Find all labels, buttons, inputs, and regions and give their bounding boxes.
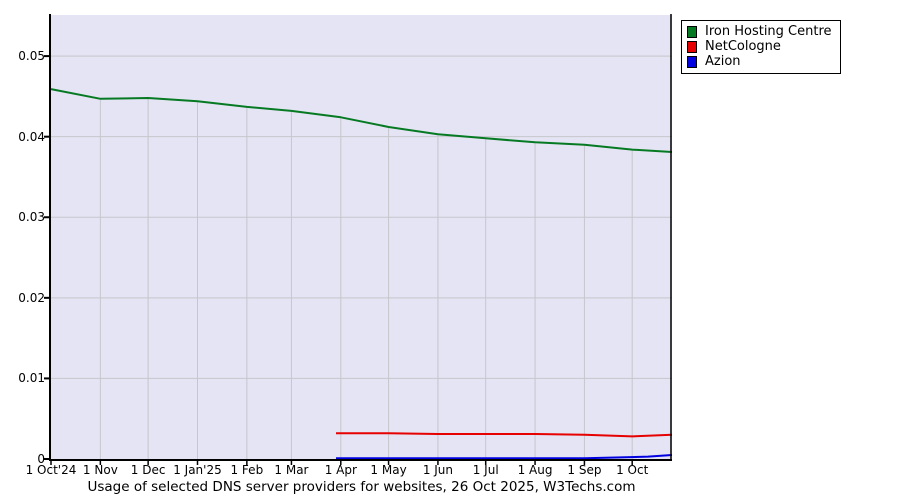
legend-label: Iron Hosting Centre [705,24,832,39]
x-tick-label: 1 Apr [324,463,357,477]
x-tick-label: 1 Sep [567,463,602,477]
x-tick-label: 1 Jan'25 [173,463,222,477]
series-line-azion [336,454,673,460]
chart-caption: Usage of selected DNS server providers f… [87,479,636,495]
legend-swatch-azion [687,55,697,68]
chart-legend: Iron Hosting Centre NetCologne Azion [681,20,841,74]
y-tick-label: 0.04 [18,129,45,144]
x-tick-label: 1 Jul [472,463,499,477]
plot-background [51,15,672,459]
x-tick-label: 1 Oct'24 [25,463,77,477]
x-tick-label: 1 May [370,463,407,477]
y-tick-label: 0.02 [18,290,45,305]
legend-label: NetCologne [705,39,781,54]
y-tick-label: 0.01 [18,371,45,386]
legend-swatch-netcologne [687,40,697,53]
x-tick-label: 1 Nov [82,463,118,477]
legend-swatch-iron-hosting-centre [687,25,697,38]
series-line-netcologne [336,432,673,438]
legend-label: Azion [705,54,741,69]
x-tick-label: 1 Aug [517,463,553,477]
legend-item-netcologne: NetCologne [687,39,832,54]
y-tick-label: 0 [37,452,45,466]
x-tick-label: 1 Jun [422,463,454,477]
x-tick-label: 1 Mar [274,463,309,477]
series-line-iron-hosting-centre [50,88,673,153]
legend-item-iron-hosting-centre: Iron Hosting Centre [687,24,832,39]
legend-item-azion: Azion [687,54,832,69]
x-tick-label: 1 Dec [130,463,166,477]
y-tick-label: 0.03 [18,210,45,225]
x-tick-label: 1 Oct [616,463,649,477]
x-tick-label: 1 Feb [230,463,264,477]
y-tick-label: 0.05 [18,49,45,64]
